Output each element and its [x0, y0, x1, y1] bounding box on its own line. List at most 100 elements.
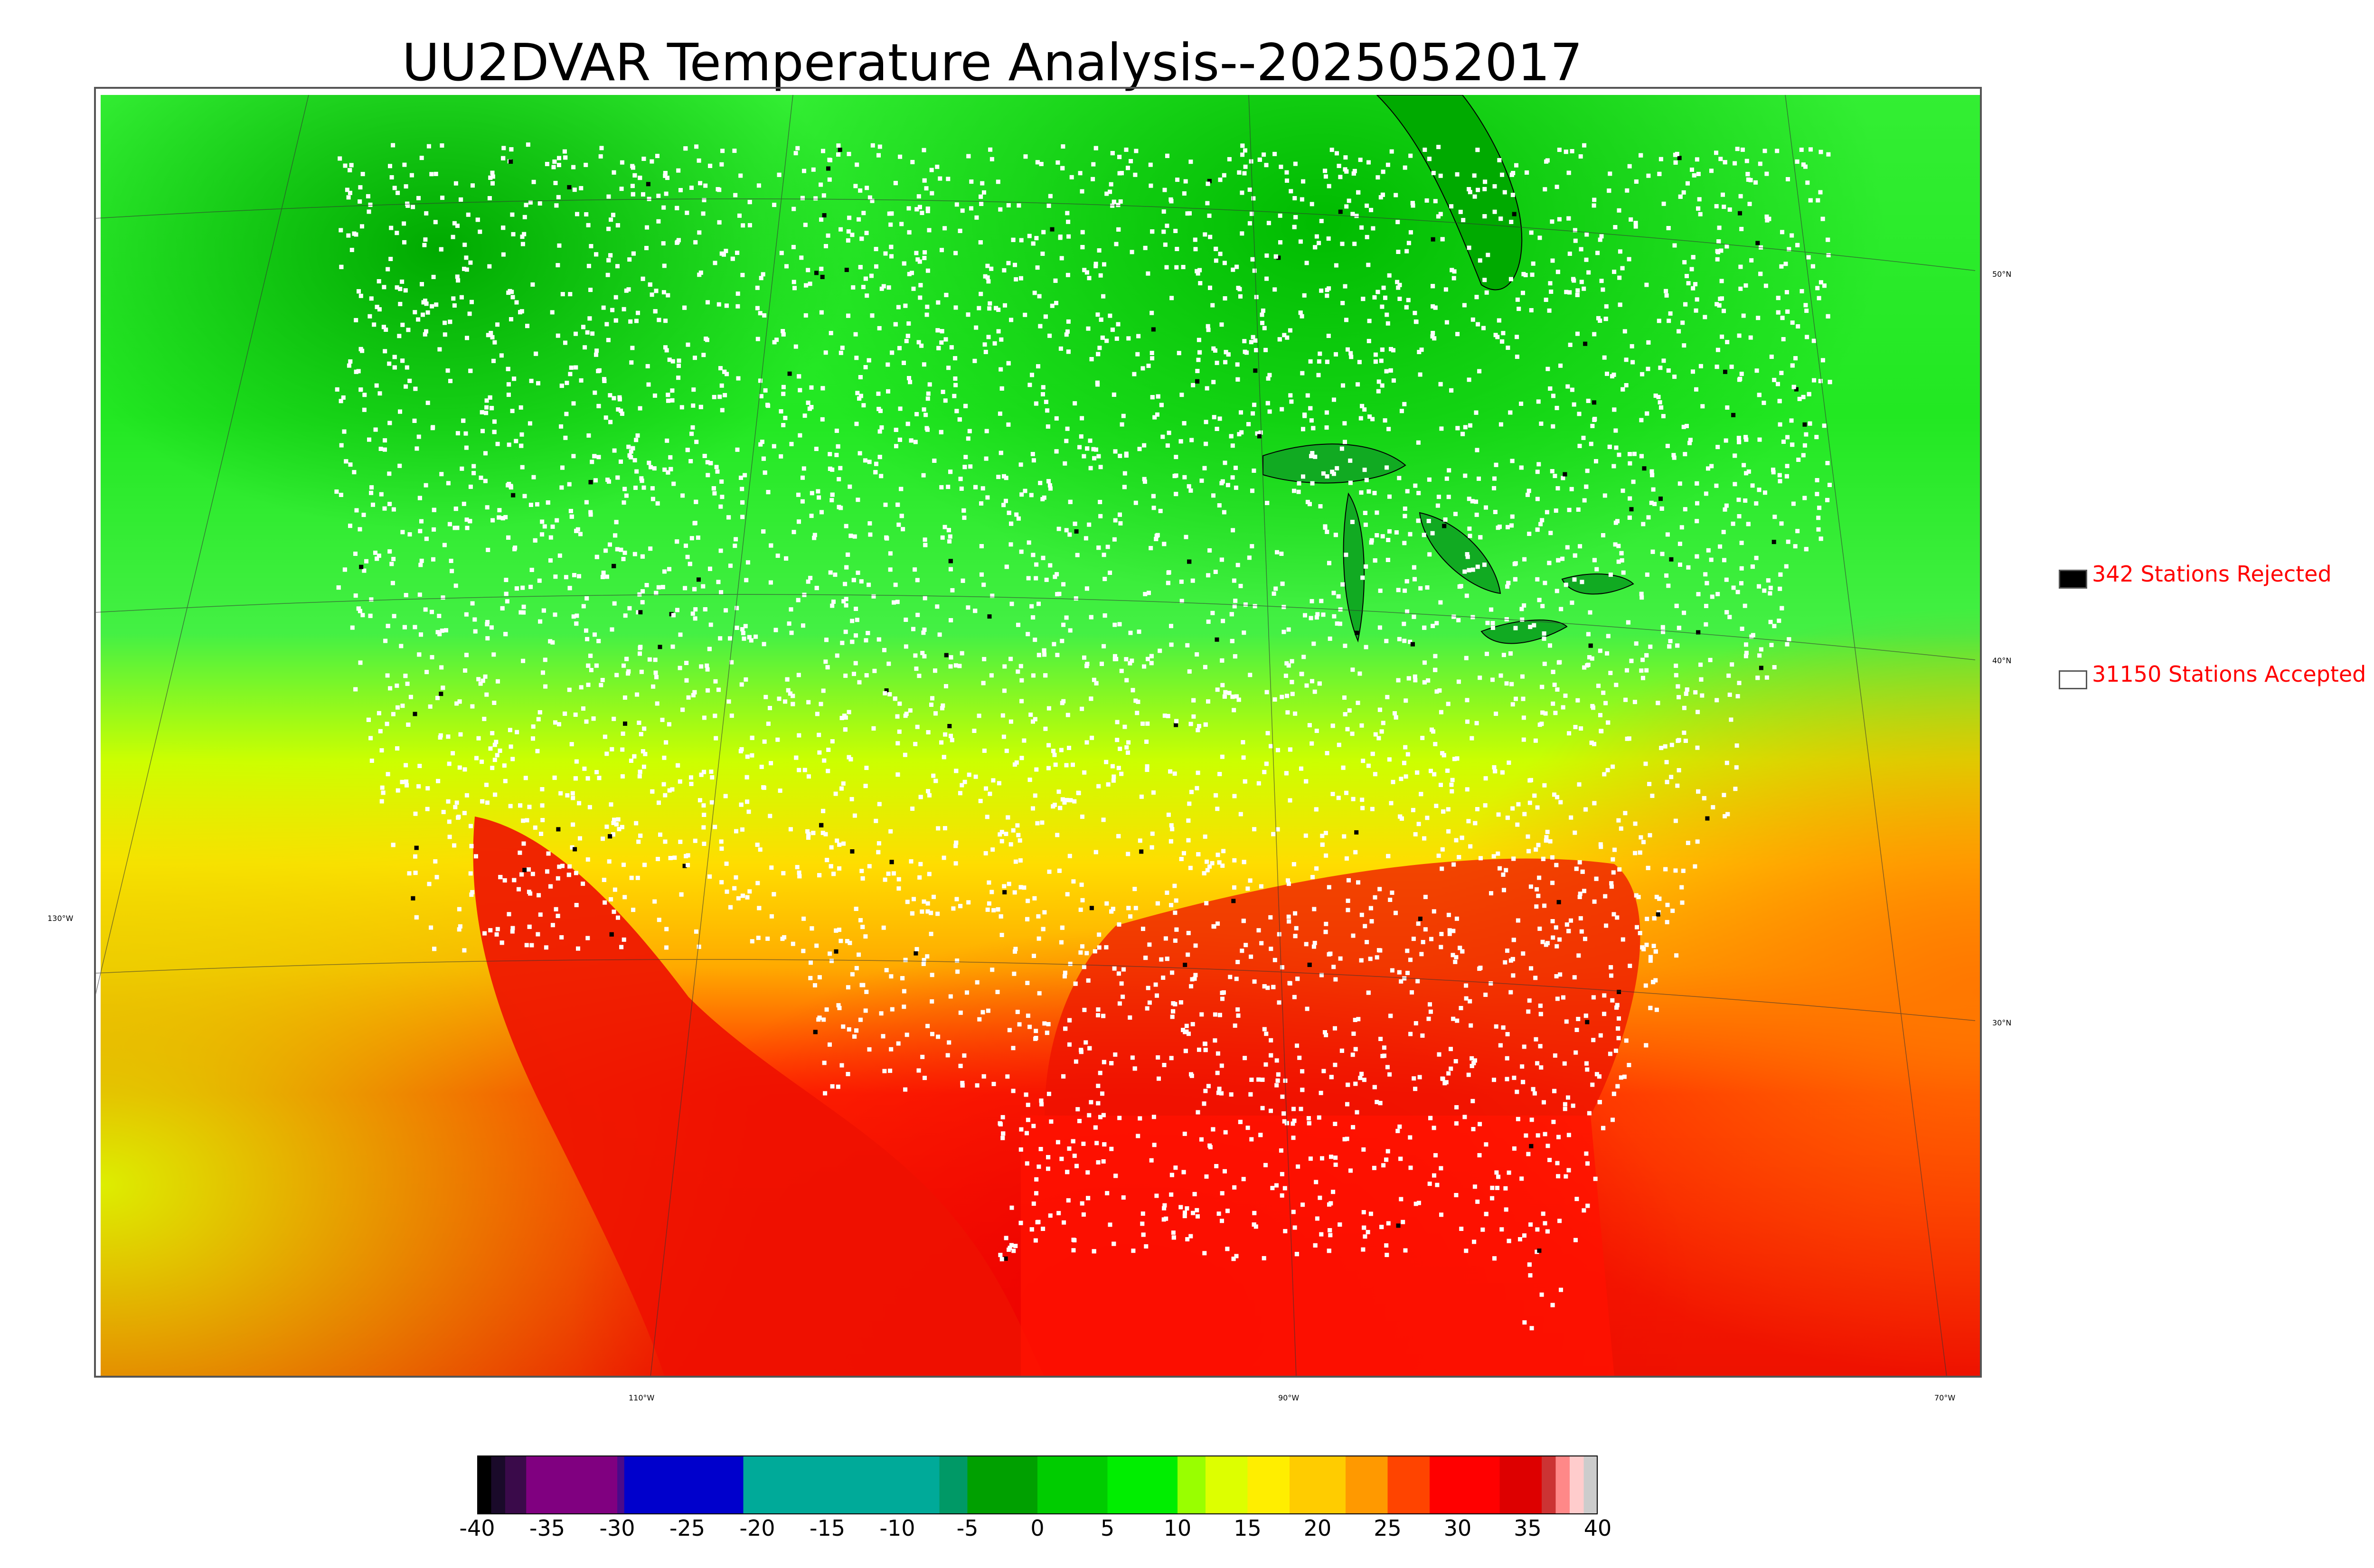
accepted-station-marker	[1328, 951, 1333, 956]
accepted-station-marker	[1162, 1063, 1167, 1067]
accepted-station-marker	[478, 229, 482, 234]
accepted-station-marker	[716, 302, 721, 307]
accepted-station-marker	[1709, 169, 1714, 173]
accepted-station-marker	[482, 716, 487, 721]
accepted-station-marker	[1002, 884, 1007, 889]
accepted-station-marker	[1620, 488, 1625, 493]
accepted-station-marker	[1344, 318, 1348, 322]
accepted-station-marker	[556, 876, 560, 881]
accepted-station-marker	[1019, 492, 1024, 497]
accepted-station-marker	[840, 640, 845, 645]
accepted-station-marker	[423, 299, 427, 303]
accepted-station-marker	[1665, 532, 1670, 537]
accepted-station-marker	[1552, 1089, 1557, 1093]
accepted-station-marker	[850, 619, 855, 623]
accepted-station-marker	[1046, 1091, 1051, 1096]
accepted-station-marker	[1132, 372, 1137, 376]
accepted-station-marker	[1265, 986, 1270, 990]
accepted-station-marker	[735, 626, 739, 630]
accepted-station-marker	[1632, 451, 1637, 456]
accepted-station-marker	[1381, 169, 1385, 174]
accepted-station-marker	[1735, 147, 1740, 151]
accepted-station-marker	[1314, 729, 1319, 733]
accepted-station-marker	[1690, 168, 1694, 172]
accepted-station-marker	[461, 418, 466, 423]
accepted-station-marker	[455, 526, 460, 530]
accepted-station-marker	[678, 779, 682, 784]
accepted-station-marker	[670, 388, 675, 393]
accepted-station-marker	[1739, 566, 1744, 571]
accepted-station-marker	[1166, 714, 1170, 718]
accepted-station-marker	[883, 502, 888, 507]
accepted-station-marker	[1219, 481, 1224, 486]
accepted-station-marker	[1490, 1196, 1495, 1201]
accepted-station-marker	[1101, 1014, 1106, 1018]
accepted-station-marker	[915, 612, 920, 617]
accepted-station-marker	[1416, 822, 1421, 826]
accepted-station-marker	[1128, 630, 1133, 635]
accepted-station-marker	[1424, 198, 1429, 203]
accepted-station-marker	[667, 722, 671, 727]
accepted-station-marker	[378, 729, 383, 733]
accepted-station-marker	[1025, 981, 1030, 986]
accepted-station-marker	[1785, 435, 1790, 440]
accepted-station-marker	[1805, 180, 1810, 185]
accepted-station-marker	[1779, 264, 1784, 269]
accepted-station-marker	[960, 651, 964, 656]
accepted-station-marker	[1095, 312, 1100, 317]
accepted-station-marker	[1515, 335, 1519, 339]
accepted-station-marker	[382, 506, 387, 511]
accepted-station-marker	[1743, 283, 1748, 288]
accepted-station-marker	[473, 629, 478, 634]
accepted-station-marker	[747, 635, 752, 639]
accepted-station-marker	[1566, 1133, 1571, 1137]
rejected-station-marker	[1183, 963, 1187, 967]
accepted-station-marker	[1691, 369, 1695, 374]
accepted-station-marker	[1500, 339, 1505, 344]
accepted-station-marker	[1242, 339, 1247, 344]
accepted-station-marker	[1055, 833, 1060, 837]
accepted-station-marker	[829, 845, 834, 850]
accepted-station-marker	[1365, 235, 1369, 239]
accepted-station-marker	[1739, 581, 1743, 586]
accepted-station-marker	[579, 685, 584, 690]
accepted-station-marker	[962, 779, 967, 784]
accepted-station-marker	[1115, 720, 1120, 724]
accepted-station-marker	[1641, 676, 1645, 680]
accepted-station-marker	[511, 232, 516, 236]
accepted-station-marker	[850, 639, 855, 644]
accepted-station-marker	[1554, 405, 1559, 410]
accepted-station-marker	[1388, 898, 1393, 902]
accepted-station-marker	[571, 454, 576, 459]
accepted-station-marker	[1087, 276, 1092, 281]
accepted-station-marker	[1312, 907, 1317, 911]
accepted-station-marker	[1685, 274, 1689, 278]
rejected-station-marker	[1195, 379, 1200, 384]
accepted-station-marker	[627, 453, 632, 458]
accepted-station-marker	[847, 1027, 851, 1032]
accepted-station-marker	[702, 770, 707, 774]
accepted-station-marker	[1304, 261, 1309, 265]
accepted-station-marker	[1404, 698, 1408, 703]
accepted-station-marker	[610, 627, 614, 632]
accepted-station-marker	[701, 584, 706, 589]
accepted-station-marker	[1183, 179, 1188, 184]
rejected-station-marker	[1354, 830, 1359, 835]
accepted-station-marker	[1522, 557, 1527, 562]
accepted-station-marker	[741, 223, 745, 228]
accepted-station-marker	[1036, 364, 1040, 369]
accepted-station-marker	[584, 500, 589, 505]
accepted-station-marker	[371, 502, 375, 507]
accepted-station-marker	[1748, 178, 1753, 182]
accepted-station-marker	[1611, 912, 1616, 917]
accepted-station-marker	[1576, 507, 1581, 512]
accepted-station-marker	[1109, 909, 1114, 914]
rejected-station-marker	[1050, 227, 1055, 232]
accepted-station-marker	[1431, 304, 1435, 309]
accepted-station-marker	[1661, 629, 1666, 634]
accepted-station-marker	[768, 706, 772, 710]
accepted-station-marker	[629, 449, 633, 454]
accepted-station-marker	[1644, 942, 1649, 947]
accepted-station-marker	[1338, 175, 1343, 179]
accepted-station-marker	[1112, 657, 1117, 661]
